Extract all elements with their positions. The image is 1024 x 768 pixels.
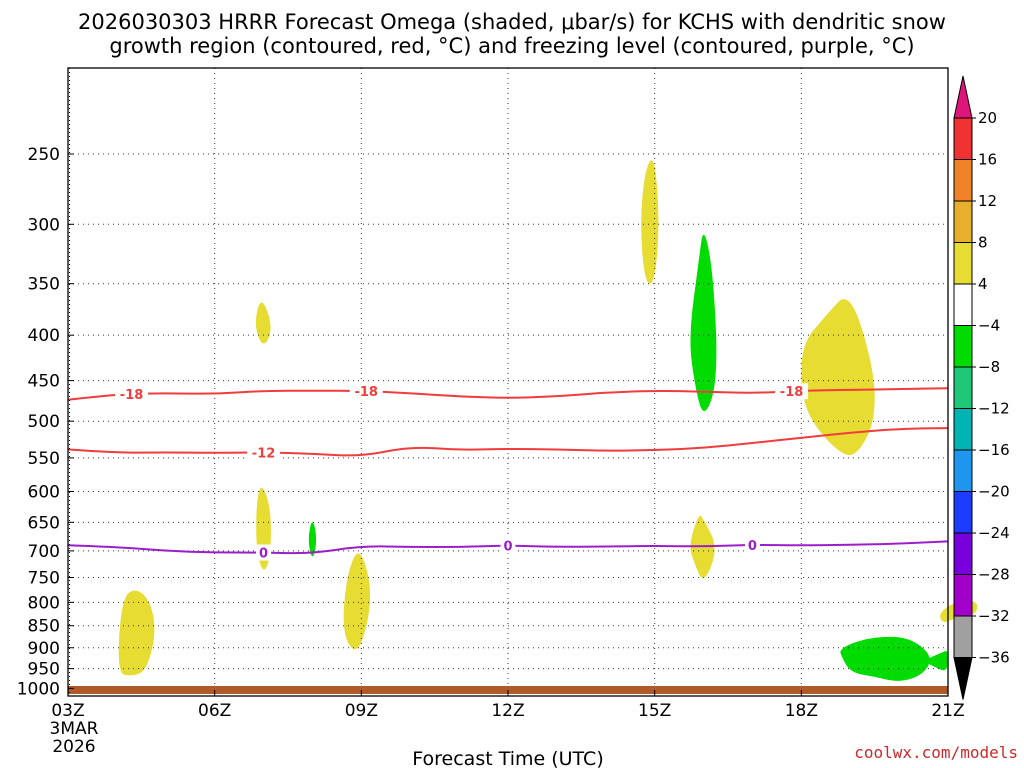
y-tick-label-650: 650 — [28, 513, 60, 533]
omega-shaded-region-1 — [255, 302, 271, 344]
colorbar-segment-5 — [953, 283, 973, 326]
credit-text: coolwx.com/models — [854, 743, 1018, 762]
x-axis-ticks: 03Z 06Z 09Z 12Z 15Z 18Z 21Z — [51, 690, 965, 721]
colorbar-segment-9 — [953, 449, 973, 492]
x-tick-label-03Z: 03Z — [51, 701, 84, 721]
colorbar-top-arrow — [953, 75, 973, 119]
omega-shaded-region-8 — [801, 299, 875, 456]
colorbar-segment-12 — [953, 574, 973, 617]
contour-label-bg-0-0 — [115, 385, 149, 402]
colorbar-label-7: −12 — [978, 400, 1010, 418]
grid-layer — [68, 68, 948, 696]
y-tick-label-700: 700 — [28, 542, 60, 562]
omega-shaded-region-9 — [840, 636, 930, 681]
colorbar-label-8: −16 — [978, 441, 1010, 459]
contour-label-bg-1-0 — [247, 444, 281, 461]
chart-title-line-2: growth region (contoured, red, °C) and f… — [109, 34, 914, 58]
colorbar-segment-10 — [953, 491, 973, 534]
y-tick-label-400: 400 — [28, 326, 60, 346]
x-date-label-day: 3MAR — [50, 719, 99, 739]
colorbar-label-10: −24 — [978, 524, 1010, 542]
y-tick-label-900: 900 — [28, 639, 60, 659]
colorbar-label-3: 8 — [978, 234, 988, 252]
y-tick-label-1000: 1000 — [17, 679, 60, 699]
colorbar-label-5: −4 — [978, 317, 1000, 335]
contour-label-1-0: -12 — [252, 446, 276, 461]
plot-area — [68, 68, 948, 696]
colorbar-segment-1 — [953, 117, 973, 160]
contour-label-0-1: -18 — [354, 385, 378, 400]
y-tick-label-550: 550 — [28, 449, 60, 469]
colorbar-segment-4 — [953, 242, 973, 285]
y-tick-label-850: 850 — [28, 617, 60, 637]
y-tick-label-950: 950 — [28, 660, 60, 680]
colorbar-segment-13 — [953, 615, 973, 658]
omega-shaded-region-5 — [641, 160, 659, 284]
colorbar-bottom-arrow — [953, 657, 973, 700]
y-tick-label-450: 450 — [28, 372, 60, 392]
y-tick-label-600: 600 — [28, 482, 60, 502]
x-tick-label-12Z: 12Z — [491, 701, 524, 721]
colorbar-segment-11 — [953, 532, 973, 575]
y-axis-ticks: 2503003504004505005506006507007508008509… — [17, 145, 74, 699]
omega-shaded-region-11 — [926, 650, 948, 671]
x-tick-label-09Z: 09Z — [345, 701, 378, 721]
colorbar-segment-6 — [953, 325, 973, 368]
y-tick-label-250: 250 — [28, 145, 60, 165]
omega-shaded-region-3 — [308, 522, 317, 557]
colorbar-label-2: 12 — [978, 192, 997, 210]
contour-label-2-1: 0 — [503, 539, 512, 554]
contour-label-0-2: -18 — [780, 385, 804, 400]
colorbar-segment-7 — [953, 366, 973, 409]
colorbar: 20 16 12 8 4 −4 −8 −12 −16 −20 −24 −28 −32 −36 — [953, 75, 1010, 700]
colorbar-label-12: −32 — [978, 607, 1010, 625]
contour-label-bg-2-1 — [500, 537, 516, 554]
contour-layer: -18 -18 -18 -12 0 0 0 — [67, 382, 949, 562]
colorbar-label-13: −36 — [978, 649, 1010, 667]
colorbar-label-4: 4 — [978, 275, 988, 293]
y-tick-label-800: 800 — [28, 593, 60, 613]
x-date-label-year: 2026 — [52, 737, 95, 757]
contour-label-bg-2-0 — [256, 544, 272, 561]
omega-shaded-region-6 — [690, 234, 717, 412]
colorbar-label-0: 20 — [978, 109, 997, 127]
y-tick-label-350: 350 — [28, 275, 60, 295]
contour-label-bg-0-1 — [349, 382, 383, 399]
colorbar-segment-2 — [953, 159, 973, 202]
colorbar-segment-8 — [953, 408, 973, 451]
contour-line-1 — [67, 427, 949, 457]
colorbar-label-1: 16 — [978, 151, 997, 169]
colorbar-label-6: −8 — [978, 358, 1000, 376]
y-tick-label-300: 300 — [28, 215, 60, 235]
colorbar-label-9: −20 — [978, 483, 1010, 501]
x-tick-label-18Z: 18Z — [785, 701, 818, 721]
x-tick-label-21Z: 21Z — [931, 701, 964, 721]
y-tick-label-500: 500 — [28, 412, 60, 432]
contour-label-bg-0-2 — [775, 383, 809, 400]
colorbar-segment-3 — [953, 200, 973, 243]
contour-label-2-2: 0 — [748, 539, 757, 554]
contour-label-bg-2-2 — [744, 536, 760, 553]
x-axis-label: Forecast Time (UTC) — [412, 748, 603, 768]
x-tick-label-06Z: 06Z — [198, 701, 231, 721]
omega-shaded-region-0 — [118, 590, 155, 676]
colorbar-label-11: −28 — [978, 566, 1010, 584]
y-tick-label-750: 750 — [28, 568, 60, 588]
chart-title-line-1: 2026030303 HRRR Forecast Omega (shaded, … — [78, 10, 946, 34]
x-tick-label-15Z: 15Z — [638, 701, 671, 721]
contour-label-0-0: -18 — [120, 388, 144, 403]
contour-label-2-0: 0 — [259, 547, 268, 562]
